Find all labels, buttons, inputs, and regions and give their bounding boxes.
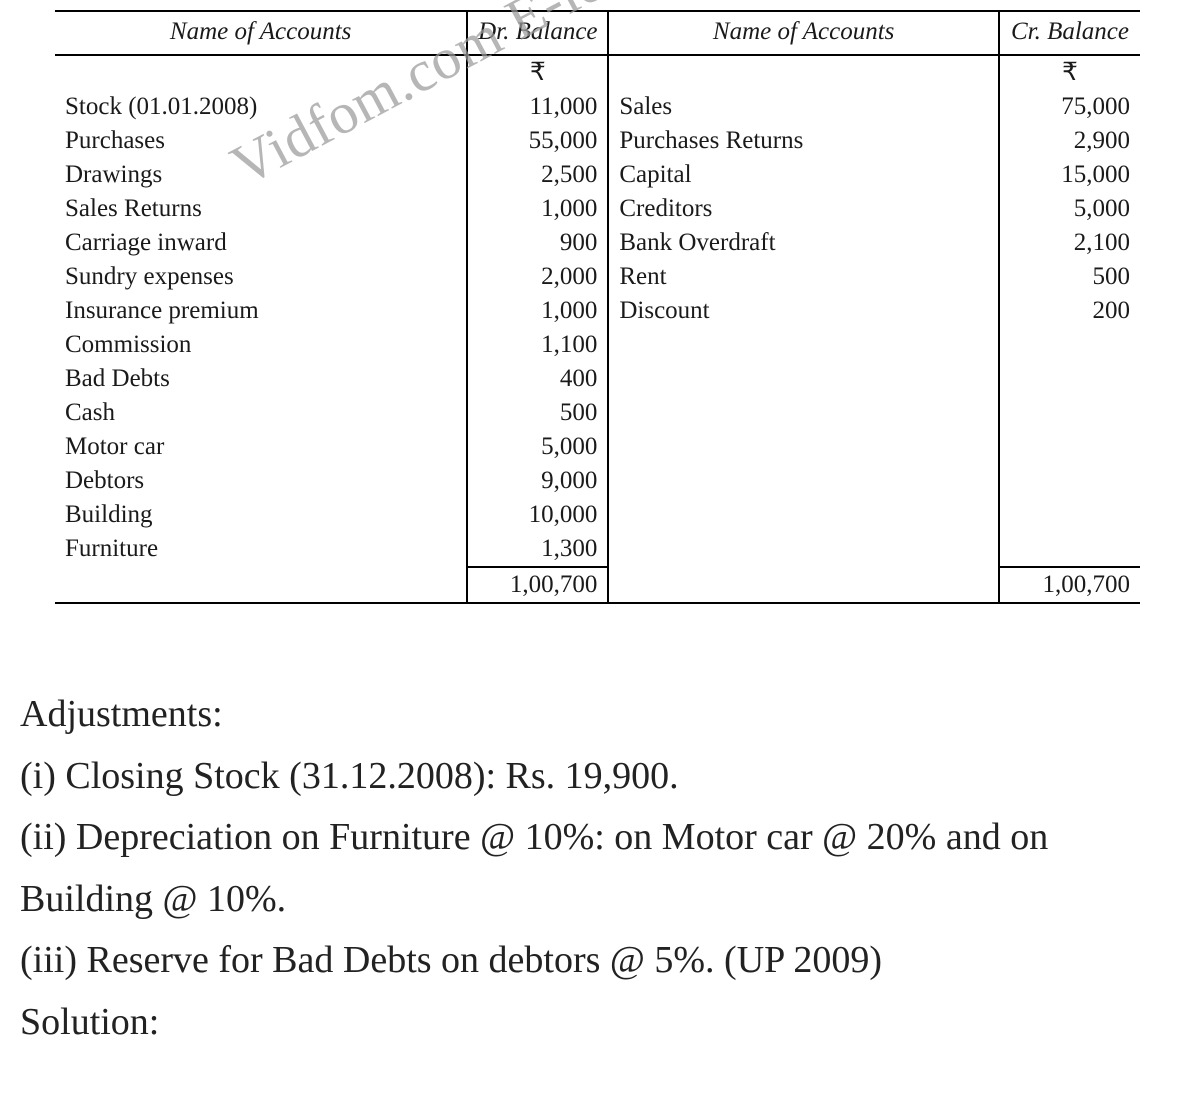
cell-cr-balance: [999, 430, 1140, 464]
cell-account-cr: [608, 396, 999, 430]
total-dr: 1,00,700: [467, 567, 608, 603]
table-row: Furniture1,300: [55, 532, 1140, 567]
cell-account-cr: Bank Overdraft: [608, 226, 999, 260]
cell-account-dr: Cash: [55, 396, 467, 430]
th-name-of-accounts-cr: Name of Accounts: [608, 11, 999, 55]
cell-account-cr: [608, 498, 999, 532]
table-row: Bad Debts400: [55, 362, 1140, 396]
th-cr-balance: Cr. Balance: [999, 11, 1140, 55]
cell-dr-balance: 500: [467, 396, 608, 430]
cell-dr-balance: 11,000: [467, 90, 608, 124]
currency-symbol-dr: ₹: [467, 55, 608, 90]
cell-cr-balance: 200: [999, 294, 1140, 328]
cell-dr-balance: 400: [467, 362, 608, 396]
th-dr-balance: Dr. Balance: [467, 11, 608, 55]
cell-account-cr: Discount: [608, 294, 999, 328]
cell-account-dr: Drawings: [55, 158, 467, 192]
cell-dr-balance: 5,000: [467, 430, 608, 464]
cell-account-cr: [608, 464, 999, 498]
cell-dr-balance: 9,000: [467, 464, 608, 498]
cell-dr-balance: 1,000: [467, 192, 608, 226]
cell-cr-balance: [999, 362, 1140, 396]
cell-dr-balance: 2,000: [467, 260, 608, 294]
cell-dr-balance: 1,000: [467, 294, 608, 328]
cell-account-dr: Furniture: [55, 532, 467, 567]
cell-dr-balance: 900: [467, 226, 608, 260]
cell-account-dr: Stock (01.01.2008): [55, 90, 467, 124]
cell-account-cr: [608, 532, 999, 567]
adjustment-line: (iii) Reserve for Bad Debts on debtors @…: [20, 930, 1175, 992]
cell-account-dr: Building: [55, 498, 467, 532]
table-row: Purchases55,000Purchases Returns2,900: [55, 124, 1140, 158]
cell-cr-balance: [999, 328, 1140, 362]
cell-dr-balance: 10,000: [467, 498, 608, 532]
table-row: Cash500: [55, 396, 1140, 430]
table-row: Motor car5,000: [55, 430, 1140, 464]
total-cr: 1,00,700: [999, 567, 1140, 603]
cell-cr-balance: [999, 498, 1140, 532]
cell-cr-balance: [999, 396, 1140, 430]
table-row: Insurance premium1,000Discount200: [55, 294, 1140, 328]
cell-cr-balance: 500: [999, 260, 1140, 294]
cell-account-dr: Commission: [55, 328, 467, 362]
page: Name of Accounts Dr. Balance Name of Acc…: [0, 0, 1195, 1053]
table-header: Name of Accounts Dr. Balance Name of Acc…: [55, 11, 1140, 55]
cell-account-cr: [608, 430, 999, 464]
cell-account-dr: Sales Returns: [55, 192, 467, 226]
cell-dr-balance: 1,300: [467, 532, 608, 567]
table-body: ₹ ₹ Stock (01.01.2008)11,000Sales75,000P…: [55, 55, 1140, 567]
cell-cr-balance: 2,900: [999, 124, 1140, 158]
cell-account-dr: Motor car: [55, 430, 467, 464]
cell-account-cr: Creditors: [608, 192, 999, 226]
table-row: Stock (01.01.2008)11,000Sales75,000: [55, 90, 1140, 124]
table-row: Drawings2,500Capital15,000: [55, 158, 1140, 192]
cell-account-dr: Debtors: [55, 464, 467, 498]
cell-account-cr: [608, 362, 999, 396]
cell-cr-balance: [999, 464, 1140, 498]
table-row: Sales Returns1,000Creditors5,000: [55, 192, 1140, 226]
currency-row: ₹ ₹: [55, 55, 1140, 90]
adjustment-line: (ii) Depreciation on Furniture @ 10%: on…: [20, 807, 1175, 930]
trial-balance-region: Name of Accounts Dr. Balance Name of Acc…: [0, 0, 1195, 604]
table-row: Carriage inward900Bank Overdraft2,100: [55, 226, 1140, 260]
cell-account-cr: Purchases Returns: [608, 124, 999, 158]
table-footer: 1,00,700 1,00,700: [55, 567, 1140, 603]
cell-cr-balance: 5,000: [999, 192, 1140, 226]
cell-cr-balance: [999, 532, 1140, 567]
adjustments-heading: Adjustments:: [20, 684, 1175, 746]
cell-account-dr: Insurance premium: [55, 294, 467, 328]
cell-account-dr: Carriage inward: [55, 226, 467, 260]
cell-cr-balance: 2,100: [999, 226, 1140, 260]
table-row: Building10,000: [55, 498, 1140, 532]
cell-dr-balance: 1,100: [467, 328, 608, 362]
table-row: Debtors9,000: [55, 464, 1140, 498]
cell-account-cr: Rent: [608, 260, 999, 294]
cell-account-cr: Sales: [608, 90, 999, 124]
cell-account-dr: Purchases: [55, 124, 467, 158]
cell-dr-balance: 2,500: [467, 158, 608, 192]
cell-account-dr: Bad Debts: [55, 362, 467, 396]
adjustment-line: Solution:: [20, 992, 1175, 1054]
cell-cr-balance: 15,000: [999, 158, 1140, 192]
adjustments-lines: (i) Closing Stock (31.12.2008): Rs. 19,9…: [20, 746, 1175, 1054]
cell-account-cr: [608, 328, 999, 362]
adjustments-section: Adjustments: (i) Closing Stock (31.12.20…: [0, 604, 1195, 1053]
adjustment-line: (i) Closing Stock (31.12.2008): Rs. 19,9…: [20, 746, 1175, 808]
th-name-of-accounts-dr: Name of Accounts: [55, 11, 467, 55]
cell-account-dr: Sundry expenses: [55, 260, 467, 294]
cell-dr-balance: 55,000: [467, 124, 608, 158]
trial-balance-table: Name of Accounts Dr. Balance Name of Acc…: [55, 10, 1140, 604]
currency-symbol-cr: ₹: [999, 55, 1140, 90]
table-row: Sundry expenses2,000Rent500: [55, 260, 1140, 294]
table-row: Commission1,100: [55, 328, 1140, 362]
cell-cr-balance: 75,000: [999, 90, 1140, 124]
cell-account-cr: Capital: [608, 158, 999, 192]
